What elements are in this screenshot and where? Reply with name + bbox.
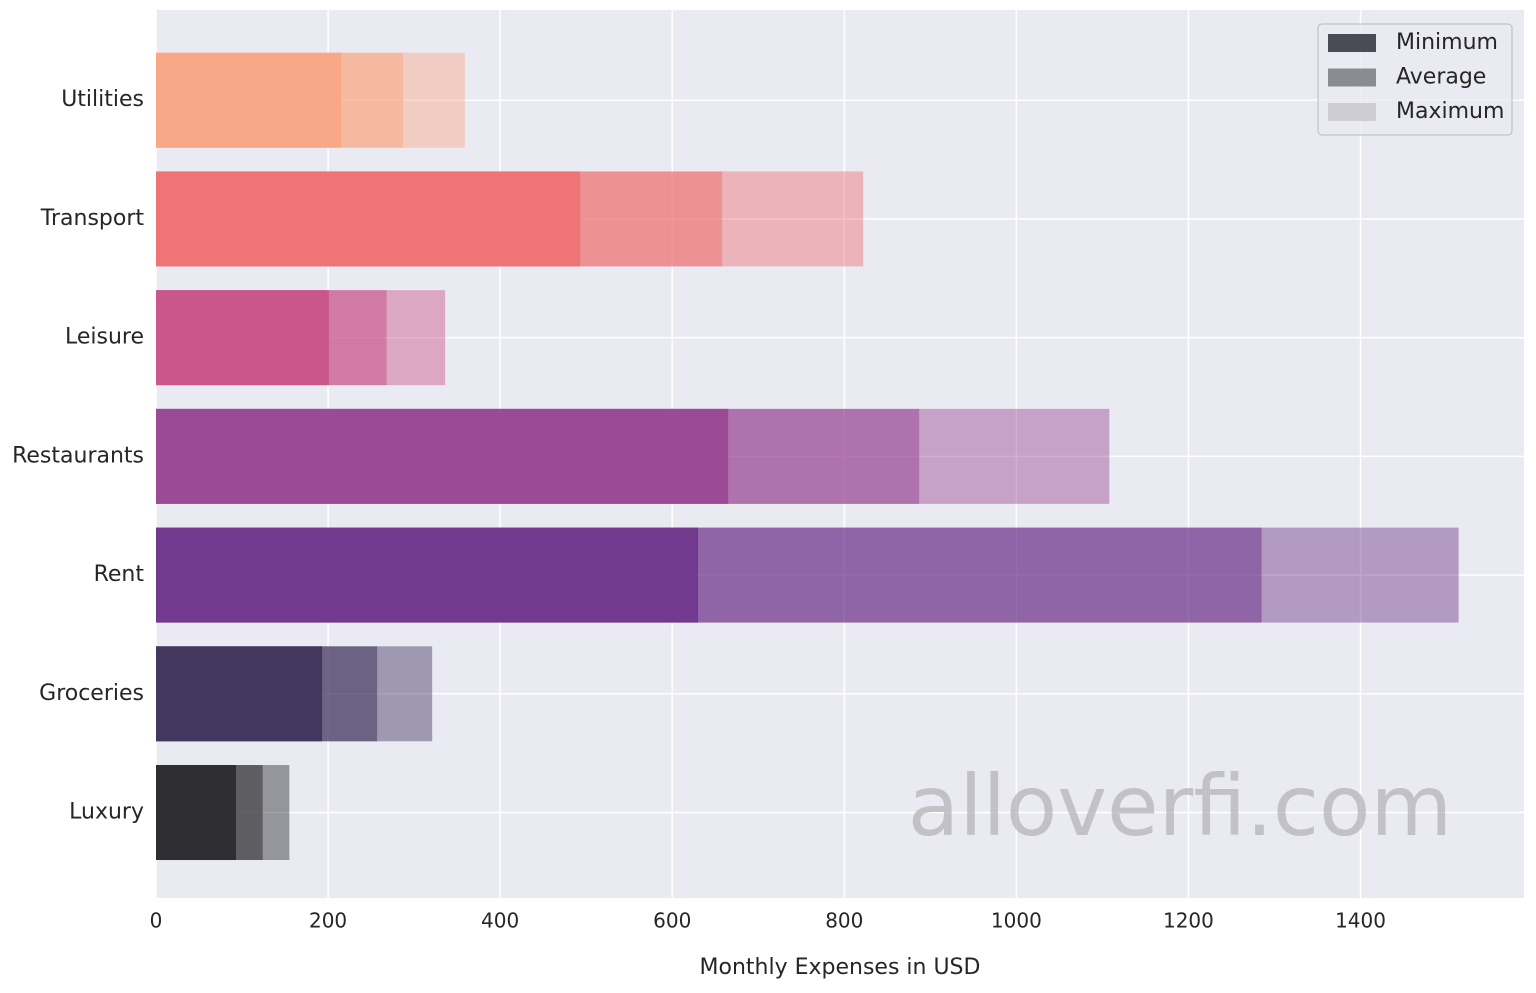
y-tick-label: Luxury [69, 800, 144, 825]
x-tick-label: 600 [653, 909, 691, 933]
x-tick-label: 0 [150, 909, 163, 933]
bar [156, 408, 729, 504]
y-tick-label: Groceries [39, 681, 144, 706]
bar [156, 646, 323, 742]
bar [156, 765, 237, 861]
legend-label: Maximum [1396, 99, 1504, 124]
legend-swatch [1328, 68, 1376, 87]
bar [156, 527, 699, 623]
legend-swatch [1328, 103, 1376, 121]
y-tick-label: Rent [94, 562, 145, 587]
y-tick-label: Restaurants [12, 443, 144, 468]
x-tick-label: 800 [825, 909, 863, 933]
x-tick-label: 1000 [991, 909, 1042, 933]
bar [156, 171, 581, 267]
y-tick-label: Utilities [61, 87, 144, 112]
x-tick-label: 1400 [1335, 909, 1386, 933]
y-tick-label: Leisure [65, 325, 144, 350]
legend-label: Average [1396, 65, 1486, 90]
x-axis-label: Monthly Expenses in USD [700, 955, 981, 980]
legend: Minimum Average Maximum [1317, 23, 1513, 136]
bar [156, 52, 341, 148]
x-tick-label: 200 [309, 909, 347, 933]
watermark: alloverfi.com [908, 757, 1452, 855]
legend-swatch [1328, 34, 1376, 52]
bar [156, 290, 329, 386]
legend-label: Minimum [1396, 30, 1498, 55]
x-tick-label: 1200 [1163, 909, 1214, 933]
x-tick-label: 400 [481, 909, 519, 933]
y-tick-label: Transport [40, 206, 145, 231]
